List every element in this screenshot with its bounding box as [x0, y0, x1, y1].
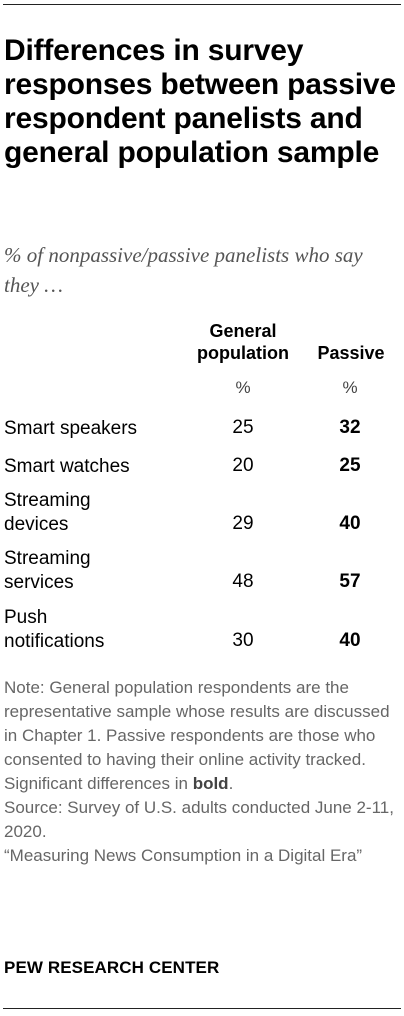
cell-passive: 40 [339, 513, 361, 534]
cell-general-population: 48 [232, 571, 254, 592]
column-header-general-line1: General [209, 321, 277, 341]
row-label: Streaming services [4, 547, 91, 595]
row-label-line: notifications [4, 631, 105, 652]
note-block: Note: General population respondents are… [4, 676, 400, 868]
note-text: Note: General population respondents are… [4, 678, 390, 793]
cell-passive: 57 [339, 571, 361, 592]
cell-general-population: 29 [232, 513, 254, 534]
column-header-passive: Passive [306, 342, 396, 364]
row-label: Streaming devices [4, 489, 91, 537]
row-label-line: Streaming [4, 490, 91, 511]
cell-general-population: 20 [232, 455, 254, 476]
row-label: Smart watches [4, 455, 130, 479]
cell-general-population: 30 [232, 630, 254, 651]
cell-passive: 40 [339, 630, 361, 651]
row-label-line: Streaming [4, 548, 91, 569]
cell-passive: 32 [339, 417, 361, 438]
note-bold-word: bold [192, 774, 229, 793]
chart-title: Differences in survey responses between … [4, 34, 396, 169]
column-unit-passive: % [342, 378, 358, 397]
pew-logo: PEW RESEARCH CENTER [4, 958, 220, 977]
column-header-passive-label: Passive [317, 343, 385, 363]
cell-passive: 25 [339, 455, 361, 476]
column-unit-general: % [235, 378, 251, 397]
row-label-line: Smart watches [4, 456, 130, 477]
row-label: Smart speakers [4, 417, 137, 441]
row-label: Push notifications [4, 606, 104, 654]
top-rule [3, 4, 401, 5]
report-title-note: “Measuring News Consumption in a Digital… [4, 846, 363, 865]
row-label-line: services [4, 572, 74, 593]
column-header-general-line2: population [197, 343, 289, 363]
row-label-line: Push [4, 607, 48, 628]
source-note: Source: Survey of U.S. adults conducted … [4, 798, 394, 841]
note-period: . [228, 774, 234, 793]
row-label-line: devices [4, 514, 69, 535]
row-label-line: Smart speakers [4, 418, 138, 439]
cell-general-population: 25 [232, 417, 254, 438]
bottom-rule [3, 1008, 401, 1009]
column-header-general: General population [184, 320, 302, 364]
chart-subtitle: % of nonpassive/passive panelists who sa… [4, 243, 363, 297]
